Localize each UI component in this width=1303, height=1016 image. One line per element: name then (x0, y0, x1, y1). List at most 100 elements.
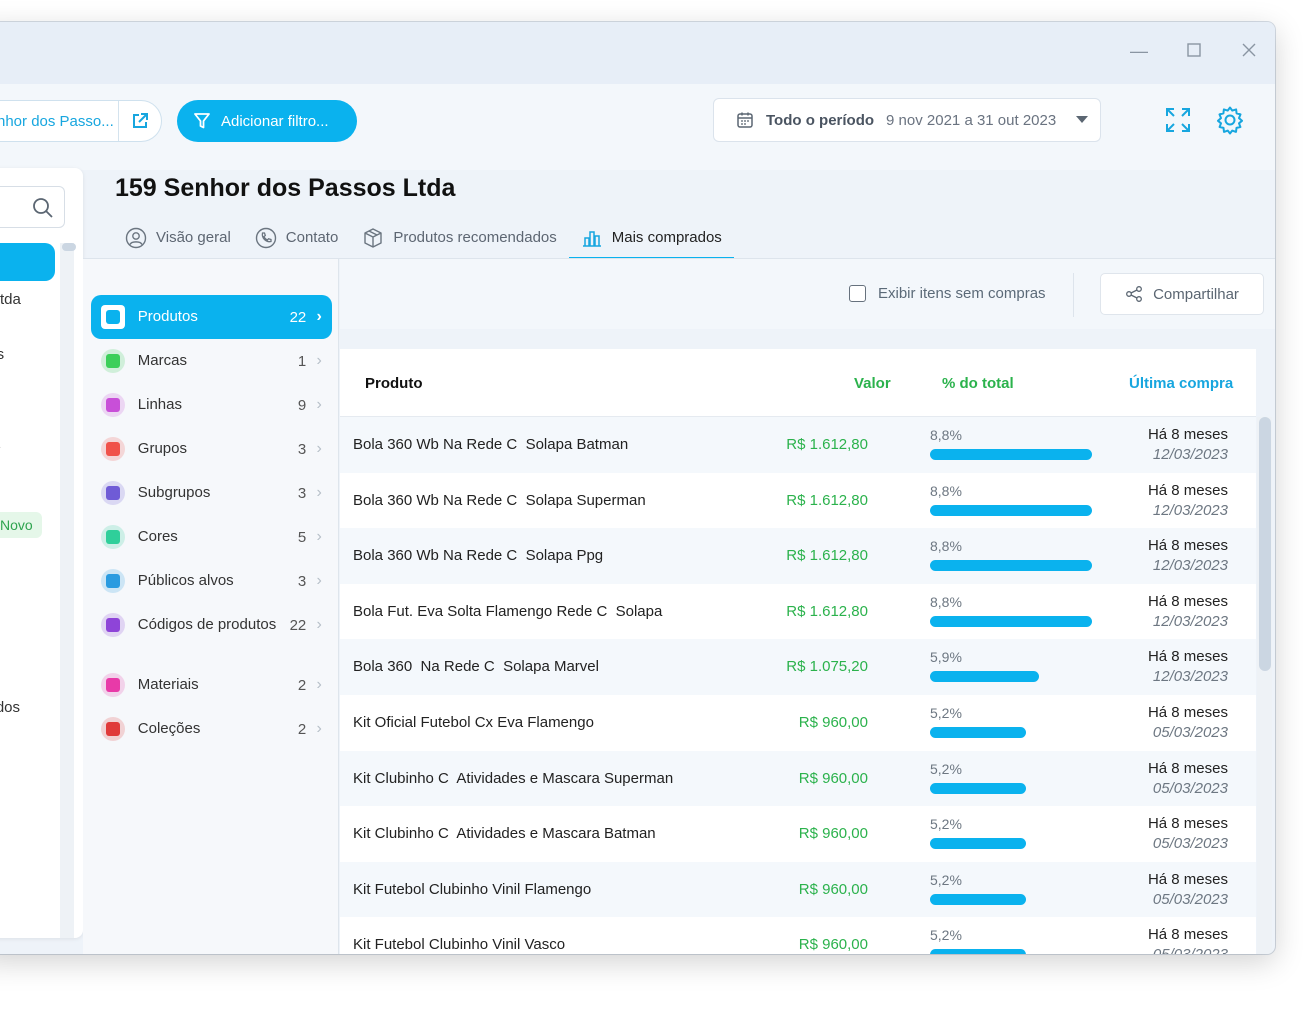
product-value: R$ 1.612,80 (786, 547, 868, 565)
last-purchase-relative: Há 8 meses (1147, 815, 1228, 833)
category-label: Produtos (137, 308, 198, 325)
bar-chart-icon (582, 230, 601, 247)
chevron-right-icon: › (316, 484, 322, 501)
table-scrollbar[interactable] (1257, 417, 1272, 954)
column-header-valor[interactable]: Valor (854, 375, 891, 392)
product-name: Kit Futebol Clubinho Vinil Vasco (353, 936, 566, 954)
left-list-item[interactable]: Me (0, 439, 1, 456)
customer-chip-label: nhor dos Passo... (0, 112, 114, 130)
share-button[interactable]: Compartilhar (1100, 273, 1264, 315)
product-name: Kit Clubinho C Atividades e Mascara Supe… (353, 769, 674, 787)
period-label: Todo o período (766, 111, 875, 129)
title-bar: — (0, 22, 1275, 84)
external-link-icon[interactable] (117, 101, 161, 141)
left-list-item-selected[interactable]: a (0, 243, 55, 281)
close-icon[interactable] (1238, 40, 1260, 62)
product-name: Kit Clubinho C Atividades e Mascara Batm… (353, 825, 656, 843)
table-row[interactable]: Bola 360 Wb Na Rede C Solapa Superman R$ … (340, 472, 1256, 529)
category-count: 3 (297, 572, 307, 590)
last-purchase-relative: Há 8 meses (1147, 537, 1228, 555)
period-selector[interactable]: Todo o período 9 nov 2021 a 31 out 2023 (713, 98, 1101, 142)
category-item[interactable]: Públicos alvos 3 › (91, 559, 332, 603)
category-icon (101, 569, 125, 593)
minimize-icon[interactable]: — (1130, 41, 1148, 61)
category-icon (101, 673, 125, 697)
product-value: R$ 1.075,20 (786, 658, 868, 676)
chevron-right-icon: › (316, 676, 322, 693)
column-header-produto[interactable]: Produto (365, 375, 423, 392)
divider (83, 258, 1275, 259)
percent-label: 5,2% (930, 927, 962, 944)
category-count: 5 (297, 528, 307, 546)
show-no-purchases-checkbox[interactable]: Exibir itens sem compras (849, 285, 1046, 302)
category-label: Subgrupos (137, 484, 211, 501)
table-row[interactable]: Bola 360 Wb Na Rede C Solapa Ppg R$ 1.612… (340, 528, 1256, 585)
percent-bar (930, 671, 1039, 683)
category-icon (101, 437, 125, 461)
column-header-pct[interactable]: % do total (942, 375, 1014, 392)
category-item[interactable]: Linhas 9 › (91, 383, 332, 427)
percent-label: 8,8% (930, 482, 962, 499)
table-row[interactable]: Bola 360 Wb Na Rede C Solapa Batman R$ 1.… (340, 417, 1256, 473)
category-label: Marcas (137, 352, 187, 369)
search-input[interactable] (0, 186, 65, 228)
category-count: 3 (297, 484, 307, 502)
last-purchase-relative: Há 8 meses (1147, 648, 1228, 666)
category-label: Grupos (137, 440, 187, 457)
table-row[interactable]: Kit Clubinho C Atividades e Mascara Batm… (340, 806, 1256, 863)
add-filter-button[interactable]: Adicionar filtro... (177, 100, 357, 142)
box-icon (364, 227, 383, 248)
category-item[interactable]: Códigos de produtos 22 › (91, 603, 332, 647)
table-row[interactable]: Kit Clubinho C Atividades e Mascara Supe… (340, 750, 1256, 807)
category-item[interactable]: Cores 5 › (91, 515, 332, 559)
left-list-item[interactable]: cados (0, 699, 21, 716)
table-row[interactable]: Kit Futebol Clubinho Vinil Flamengo R$ 96… (340, 861, 1256, 918)
page-title: 159 Senhor dos Passos Ltda (115, 174, 456, 202)
scrollbar-thumb[interactable] (1259, 417, 1271, 671)
maximize-icon[interactable] (1183, 40, 1205, 62)
category-item[interactable]: Subgrupos 3 › (91, 471, 332, 515)
last-purchase-date: 05/03/2023 (1153, 946, 1228, 954)
chevron-right-icon: › (316, 308, 322, 325)
left-list-item[interactable]: dos (0, 346, 5, 363)
chevron-right-icon: › (316, 396, 322, 413)
tab-visao-geral[interactable]: Visão geral (113, 218, 243, 260)
category-item[interactable]: Coleções 2 › (91, 707, 332, 751)
category-item[interactable]: Marcas 1 › (91, 339, 332, 383)
category-icon (101, 305, 125, 329)
category-count: 2 (297, 676, 307, 694)
left-list-item[interactable]: s Ltda (0, 291, 21, 308)
table-row[interactable]: Kit Oficial Futebol Cx Eva Flamengo R$ 96… (340, 695, 1256, 751)
table-row[interactable]: Bola Fut. Eva Solta Flamengo Rede C Sola… (340, 583, 1256, 640)
category-icon (101, 393, 125, 417)
tab-produtos-recomendados[interactable]: Produtos recomendados (350, 218, 568, 260)
last-purchase-relative: Há 8 meses (1147, 704, 1228, 721)
product-name: Bola Fut. Eva Solta Flamengo Rede C Sola… (353, 602, 663, 620)
table-row[interactable]: Kit Futebol Clubinho Vinil Vasco R$ 960,0… (340, 917, 1256, 954)
percent-bar (930, 949, 1026, 954)
category-item[interactable]: Produtos 22 › (91, 295, 332, 339)
tab-contato[interactable]: Contato (243, 218, 351, 260)
tab-mais-comprados[interactable]: Mais comprados (568, 218, 734, 260)
left-scrollbar[interactable] (60, 243, 76, 938)
category-item[interactable]: Grupos 3 › (91, 427, 332, 471)
product-name: Kit Futebol Clubinho Vinil Flamengo (353, 880, 592, 898)
product-value: R$ 960,00 (798, 880, 868, 898)
last-purchase-relative: Há 8 meses (1147, 426, 1228, 443)
category-icon (101, 613, 125, 637)
product-value: R$ 1.612,80 (786, 602, 868, 620)
last-purchase-relative: Há 8 meses (1147, 592, 1228, 610)
ranking-panel: Exibir itens sem compras Compartilhar Pr… (340, 259, 1275, 954)
gear-icon[interactable] (1212, 102, 1248, 138)
category-label: Materiais (137, 676, 199, 693)
percent-label: 5,2% (930, 816, 962, 833)
category-item[interactable]: Materiais 2 › (91, 663, 332, 707)
period-range: 9 nov 2021 a 31 out 2023 (886, 111, 1057, 129)
customer-chip[interactable]: nhor dos Passo... (0, 100, 162, 142)
fullscreen-icon[interactable] (1160, 102, 1196, 138)
checkbox-box[interactable] (849, 285, 866, 302)
category-count: 3 (297, 440, 307, 458)
table-header: Produto Valor % do total Última compra (340, 349, 1256, 417)
table-row[interactable]: Bola 360 Na Rede C Solapa Marvel R$ 1.075… (340, 639, 1256, 696)
column-header-ultima-compra[interactable]: Última compra (1129, 375, 1234, 392)
